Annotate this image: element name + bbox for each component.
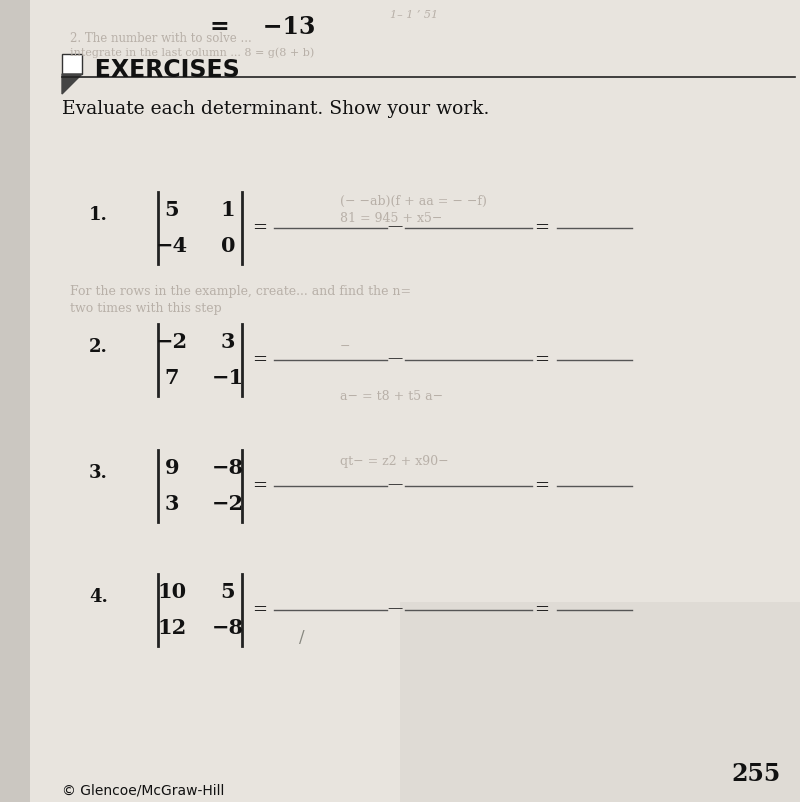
Text: −1: −1 <box>212 368 244 388</box>
Text: integrate in the last column ... 8 = g(8 + b): integrate in the last column ... 8 = g(8… <box>70 47 314 58</box>
Text: 5: 5 <box>221 582 235 602</box>
Text: =: = <box>534 351 550 369</box>
Polygon shape <box>62 74 82 94</box>
Text: 3: 3 <box>221 332 235 352</box>
Text: −2: −2 <box>212 494 244 514</box>
Text: 3.: 3. <box>89 464 108 482</box>
Text: 1.: 1. <box>89 206 108 224</box>
Text: =: = <box>534 601 550 619</box>
Text: =: = <box>253 601 267 619</box>
Text: —: — <box>387 477 402 491</box>
Text: two times with this step: two times with this step <box>70 302 222 315</box>
Text: 1– 1 ’ 51: 1– 1 ’ 51 <box>390 10 438 20</box>
Text: =: = <box>253 219 267 237</box>
Text: EXERCISES: EXERCISES <box>90 58 240 82</box>
Text: —: — <box>387 601 402 615</box>
Text: —: — <box>387 351 402 365</box>
Text: /: / <box>299 630 305 646</box>
Text: 0: 0 <box>221 236 235 256</box>
Text: −8: −8 <box>212 618 244 638</box>
Text: 10: 10 <box>158 582 186 602</box>
Text: —: — <box>387 219 402 233</box>
Text: =    −13: = −13 <box>210 15 315 39</box>
Text: 2.: 2. <box>89 338 108 356</box>
Text: =: = <box>534 477 550 495</box>
Text: 7: 7 <box>165 368 179 388</box>
Text: 1: 1 <box>221 200 235 220</box>
Text: 12: 12 <box>158 618 186 638</box>
Text: −4: −4 <box>156 236 188 256</box>
Text: Evaluate each determinant. Show your work.: Evaluate each determinant. Show your wor… <box>62 100 490 118</box>
Text: a− = t8 + t5 a−: a− = t8 + t5 a− <box>340 390 443 403</box>
Text: qt− = z2 + x90−: qt− = z2 + x90− <box>340 455 449 468</box>
Text: 4.: 4. <box>89 588 108 606</box>
Text: For the rows in the example, create... and find the n=: For the rows in the example, create... a… <box>70 285 411 298</box>
Bar <box>62 54 82 74</box>
Text: 2. The number with to solve ...: 2. The number with to solve ... <box>70 32 252 45</box>
Text: 9: 9 <box>165 458 179 478</box>
Text: (− −ab)(f + aa = − −f): (− −ab)(f + aa = − −f) <box>340 195 487 208</box>
Bar <box>0 0 30 802</box>
Text: −: − <box>340 340 350 353</box>
Text: −8: −8 <box>212 458 244 478</box>
Text: =: = <box>253 477 267 495</box>
Bar <box>400 602 800 802</box>
Text: =: = <box>253 351 267 369</box>
Text: 255: 255 <box>731 762 781 786</box>
Text: =: = <box>534 219 550 237</box>
Text: © Glencoe/McGraw-Hill: © Glencoe/McGraw-Hill <box>62 784 224 798</box>
Text: 5: 5 <box>165 200 179 220</box>
Text: 3: 3 <box>165 494 179 514</box>
Text: −2: −2 <box>156 332 188 352</box>
Text: 81 = 945 + x5−: 81 = 945 + x5− <box>340 212 442 225</box>
